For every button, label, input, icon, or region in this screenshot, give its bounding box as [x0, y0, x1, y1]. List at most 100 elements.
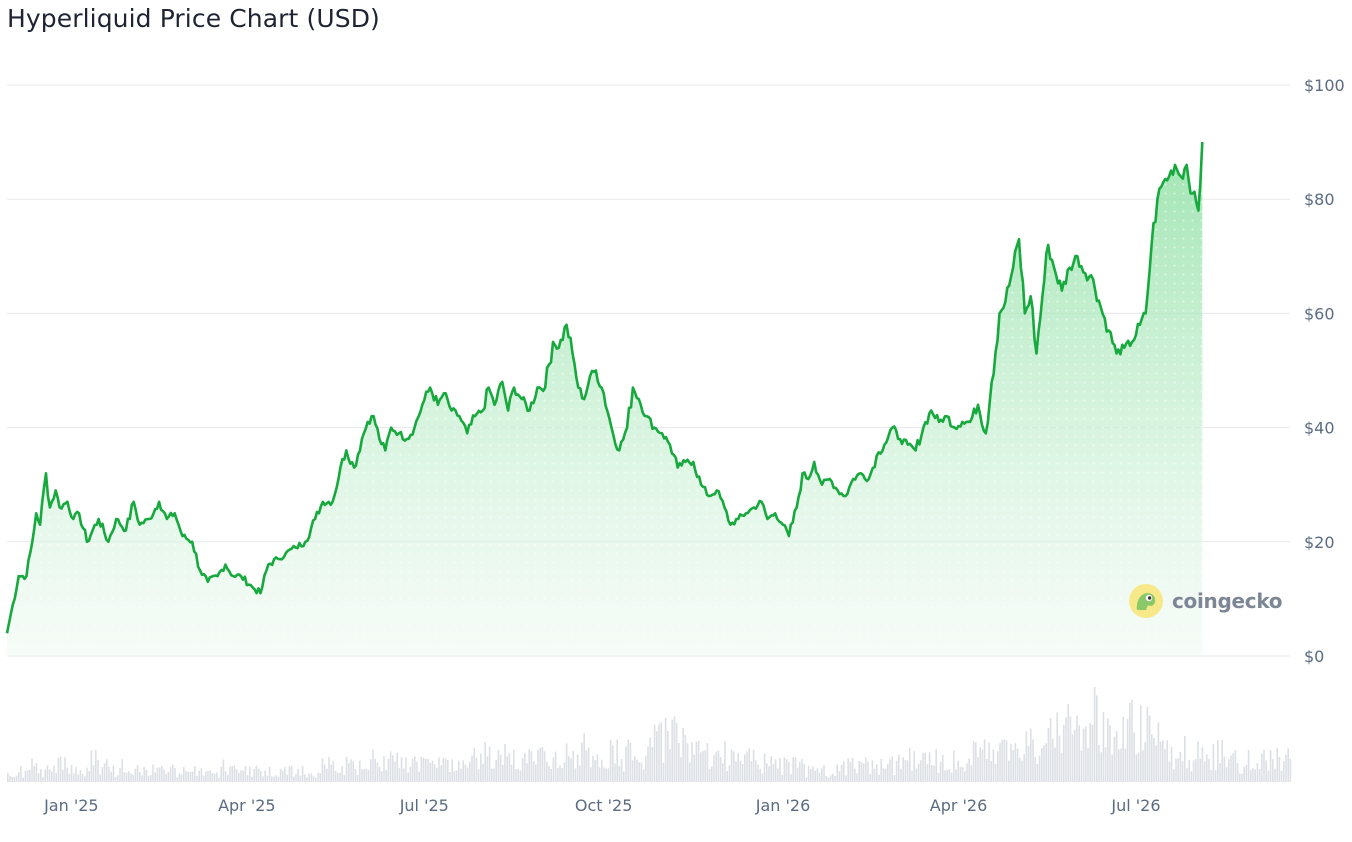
volume-bar	[475, 757, 478, 782]
volume-bar	[1131, 699, 1133, 782]
volume-bar	[97, 760, 99, 782]
volume-bar	[1199, 758, 1201, 782]
volume-bar	[376, 762, 379, 782]
volume-bar	[592, 755, 594, 782]
volume-bar	[913, 751, 915, 782]
volume-bar	[1228, 759, 1230, 782]
volume-bar	[473, 747, 475, 782]
volume-bar	[1014, 743, 1017, 782]
volume-bar	[862, 763, 865, 782]
volume-bar	[1091, 724, 1094, 782]
volume-bar	[488, 746, 491, 782]
volume-bar	[26, 770, 29, 782]
volume-bar	[1113, 736, 1116, 782]
volume-bar	[829, 775, 832, 782]
volume-bar	[895, 760, 898, 782]
volume-bar	[253, 768, 255, 782]
volume-bar	[638, 762, 640, 782]
volume-bar	[286, 774, 288, 782]
volume-bar	[785, 758, 788, 782]
volume-bar	[1243, 766, 1245, 782]
y-tick-label: $80	[1304, 190, 1335, 209]
volume-bar	[805, 777, 808, 782]
volume-bar	[964, 771, 966, 782]
volume-bar	[255, 765, 258, 782]
volume-bar	[880, 758, 882, 782]
volume-bar	[211, 773, 214, 782]
volume-bar	[748, 748, 750, 782]
volume-bar	[46, 765, 49, 782]
volume-bar	[741, 763, 744, 782]
volume-bar	[196, 775, 198, 782]
x-axis: Jan '25 Apr '25 Jul '25 Oct '25 Jan '26 Apr '…	[43, 796, 1160, 815]
volume-bar	[1269, 750, 1272, 782]
volume-bar	[722, 763, 724, 782]
volume-bar	[946, 769, 948, 782]
volume-bar	[361, 769, 363, 782]
volume-bar	[994, 763, 997, 782]
volume-bar	[374, 759, 376, 782]
x-tick-label: Jan '25	[43, 796, 99, 815]
volume-bar	[867, 761, 869, 782]
volume-bar	[1285, 754, 1287, 782]
volume-bar	[315, 777, 317, 782]
volume-bar	[684, 734, 687, 782]
volume-bar	[1019, 757, 1021, 782]
volume-bar	[733, 751, 735, 782]
volume-bar	[678, 743, 680, 782]
volume-bar	[821, 768, 823, 782]
volume-bar	[510, 764, 513, 782]
volume-bar	[394, 761, 396, 782]
volume-bar	[367, 769, 370, 782]
price-line[interactable]	[5, 142, 1204, 634]
volume-bar	[730, 749, 733, 782]
volume-bar	[110, 771, 112, 782]
volume-bar	[319, 773, 321, 782]
volume-bar	[1144, 742, 1146, 782]
volume-bar	[873, 768, 876, 782]
volume-bar	[603, 767, 605, 782]
volume-bar	[708, 768, 711, 782]
volume-bar	[1052, 738, 1054, 782]
volume-bar	[779, 758, 781, 782]
volume-bar	[1118, 749, 1120, 782]
volume-bar	[744, 754, 746, 782]
volume-bar	[713, 755, 715, 782]
volume-bar	[803, 763, 805, 782]
volume-bar	[629, 742, 632, 782]
volume-bar	[407, 772, 409, 782]
volume-bar	[1056, 712, 1058, 782]
volume-bar	[1175, 758, 1177, 782]
volume-bar	[1247, 749, 1250, 782]
volume-bar	[647, 746, 649, 782]
volume-bar	[579, 765, 581, 782]
volume-bar	[132, 774, 134, 782]
volume-bar	[257, 768, 260, 782]
volume-bar	[123, 771, 126, 782]
volume-bar	[981, 749, 984, 782]
volume-bar	[341, 766, 343, 782]
volume-bar	[1219, 763, 1221, 782]
volume-bar	[825, 776, 827, 782]
volume-bar	[860, 762, 863, 782]
volume-bar	[1203, 761, 1206, 782]
volume-bar	[414, 756, 416, 782]
volume-bar	[1085, 726, 1087, 782]
volume-bar	[29, 769, 31, 782]
volume-bar	[662, 762, 665, 782]
volume-bar	[704, 750, 706, 782]
volume-bar	[746, 751, 748, 782]
volume-bar	[438, 757, 440, 782]
volume-bar	[1232, 753, 1234, 782]
volume-bar	[37, 773, 40, 782]
volume-bar	[851, 757, 854, 782]
volume-bar	[1148, 715, 1151, 782]
volume-bar	[200, 768, 203, 782]
price-area-dots	[7, 142, 1203, 657]
volume-bar	[229, 766, 231, 782]
volume-bar	[477, 769, 480, 782]
volume-bar	[106, 759, 108, 782]
price-series-line[interactable]	[5, 142, 1204, 634]
volume-bar	[400, 757, 403, 782]
